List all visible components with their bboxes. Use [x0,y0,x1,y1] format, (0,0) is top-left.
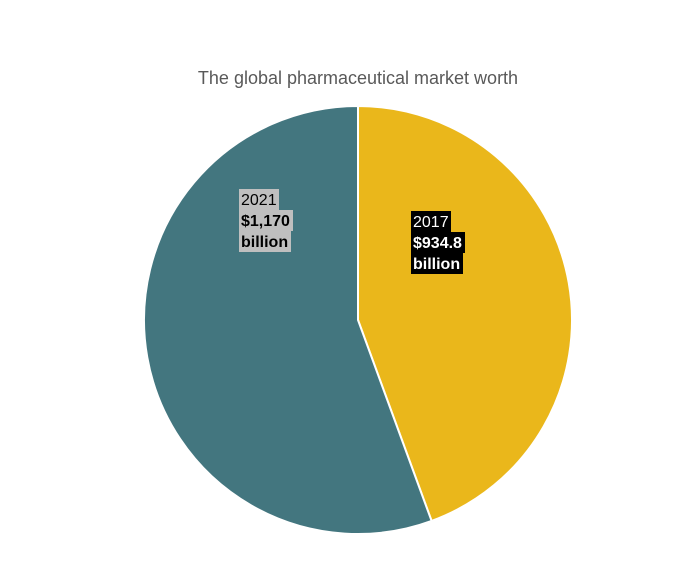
slice-unit-label: billion [413,256,460,273]
pie-slices [143,104,573,535]
data-label-2021: 2021 $1,170 billion [239,189,293,252]
pie-slice-2021 [143,104,433,535]
slice-amount-label: $1,170 [241,213,290,230]
slice-year-label: 2021 [241,192,277,209]
chart-title: The global pharmaceutical market worth [198,68,518,88]
slice-amount-label: $934.8 [413,235,462,252]
label-background [411,232,465,253]
slice-unit-label: billion [241,234,288,251]
data-label-2017: 2017 $934.8 billion [411,211,465,274]
slice-year-label: 2017 [413,214,449,231]
pie-slice-2017 [357,104,573,523]
label-background [411,211,451,232]
label-background [239,189,279,210]
label-background [239,231,291,252]
label-background [239,210,293,231]
label-background [411,253,463,274]
